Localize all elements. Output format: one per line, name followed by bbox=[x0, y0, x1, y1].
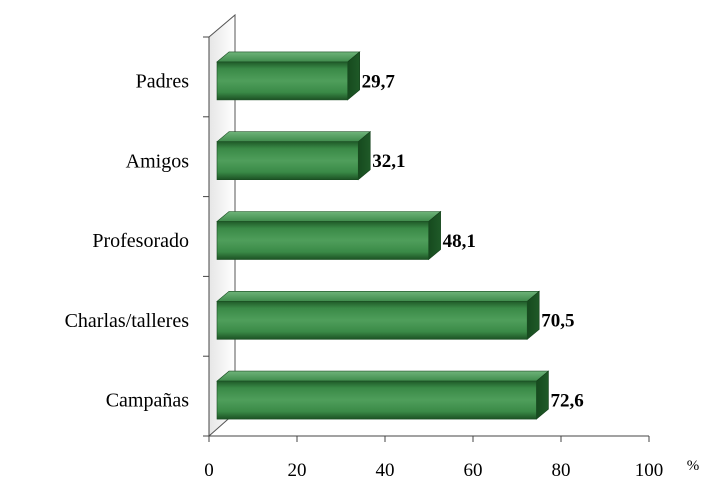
bar-top-face bbox=[216, 370, 550, 382]
category-label: Campañas bbox=[106, 390, 190, 412]
bar bbox=[216, 221, 429, 260]
bar-value-label: 70,5 bbox=[541, 311, 574, 332]
bar-value-label: 72,6 bbox=[550, 390, 583, 411]
category-label: Padres bbox=[136, 70, 190, 92]
x-tick-label: 100 bbox=[635, 460, 664, 481]
bar-value-label: 29,7 bbox=[362, 71, 396, 92]
x-tick-label: 20 bbox=[288, 460, 307, 481]
x-axis-unit-label: % bbox=[687, 458, 700, 474]
bar-value-label: 32,1 bbox=[372, 151, 405, 172]
bar-top-face bbox=[216, 290, 541, 302]
x-tick-label: 80 bbox=[552, 460, 571, 481]
bar-top-face bbox=[216, 211, 442, 222]
bar-value-label: 48,1 bbox=[443, 231, 476, 252]
x-tick-label: 40 bbox=[376, 460, 395, 481]
bar bbox=[216, 300, 528, 340]
bar bbox=[216, 380, 537, 420]
bar-top-face bbox=[216, 131, 372, 142]
x-tick-label: 0 bbox=[204, 460, 214, 481]
category-label: Amigos bbox=[126, 150, 190, 172]
bar bbox=[216, 61, 348, 101]
labels: 0 20 40 60 80 100 29,7 Padres 32,1 Amigos 48,1 Prof… bbox=[65, 70, 664, 481]
category-label: Profesorado bbox=[92, 230, 189, 252]
category-label: Charlas/talleres bbox=[65, 310, 190, 332]
x-tick-label: 60 bbox=[464, 460, 483, 481]
bar bbox=[216, 141, 359, 180]
bars bbox=[216, 51, 550, 420]
bar-top-face bbox=[216, 51, 361, 63]
